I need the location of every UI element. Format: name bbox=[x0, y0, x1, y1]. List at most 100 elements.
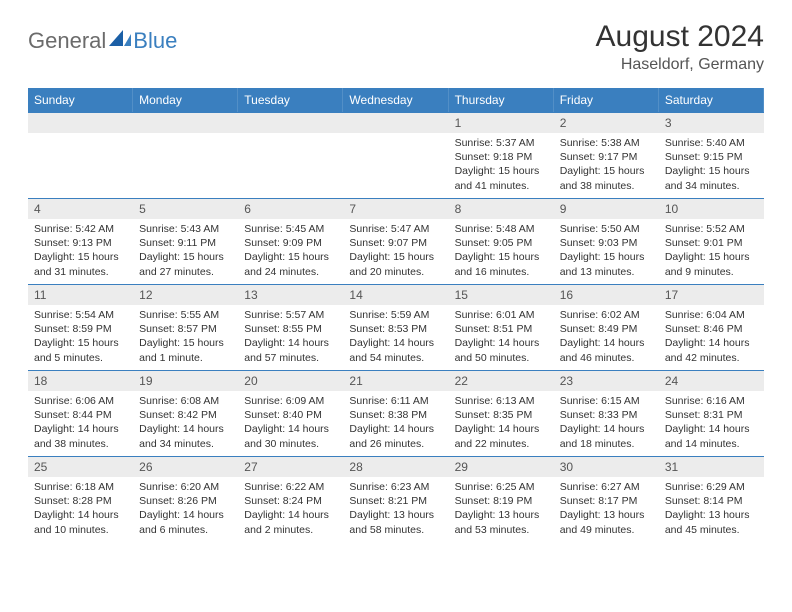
daylight-text: Daylight: 14 hours and 42 minutes. bbox=[665, 336, 758, 364]
sunrise-text: Sunrise: 5:42 AM bbox=[34, 222, 127, 236]
calendar-cell: 4Sunrise: 5:42 AMSunset: 9:13 PMDaylight… bbox=[28, 198, 133, 284]
sunset-text: Sunset: 8:17 PM bbox=[560, 494, 653, 508]
calendar-cell: 11Sunrise: 5:54 AMSunset: 8:59 PMDayligh… bbox=[28, 284, 133, 370]
cell-content: Sunrise: 6:25 AMSunset: 8:19 PMDaylight:… bbox=[449, 477, 554, 540]
calendar-cell: 16Sunrise: 6:02 AMSunset: 8:49 PMDayligh… bbox=[554, 284, 659, 370]
sunrise-text: Sunrise: 5:55 AM bbox=[139, 308, 232, 322]
day-number: 13 bbox=[238, 285, 343, 305]
calendar-cell bbox=[238, 112, 343, 198]
daylight-text: Daylight: 15 hours and 13 minutes. bbox=[560, 250, 653, 278]
calendar-cell: 2 Sunrise: 5:38 AMSunset: 9:17 PMDaylight… bbox=[554, 112, 659, 198]
day-number: 11 bbox=[28, 285, 133, 305]
day-number: 7 bbox=[343, 199, 448, 219]
sunrise-text: Sunrise: 6:11 AM bbox=[349, 394, 442, 408]
cell-content: Sunrise: 5:47 AMSunset: 9:07 PMDaylight:… bbox=[343, 219, 448, 282]
calendar-cell: 29Sunrise: 6:25 AMSunset: 8:19 PMDayligh… bbox=[449, 456, 554, 542]
day-number bbox=[28, 113, 133, 133]
cell-content: Sunrise: 5:45 AMSunset: 9:09 PMDaylight:… bbox=[238, 219, 343, 282]
daylight-text: Daylight: 13 hours and 45 minutes. bbox=[665, 508, 758, 536]
daylight-text: Daylight: 15 hours and 20 minutes. bbox=[349, 250, 442, 278]
day-number: 21 bbox=[343, 371, 448, 391]
day-number bbox=[238, 113, 343, 133]
calendar-cell: 14Sunrise: 5:59 AMSunset: 8:53 PMDayligh… bbox=[343, 284, 448, 370]
sunrise-text: Sunrise: 6:04 AM bbox=[665, 308, 758, 322]
calendar-cell: 28Sunrise: 6:23 AMSunset: 8:21 PMDayligh… bbox=[343, 456, 448, 542]
sunrise-text: Sunrise: 5:38 AM bbox=[560, 136, 653, 150]
cell-content: Sunrise: 5:57 AMSunset: 8:55 PMDaylight:… bbox=[238, 305, 343, 368]
sunset-text: Sunset: 9:07 PM bbox=[349, 236, 442, 250]
logo-text-blue: Blue bbox=[133, 28, 177, 54]
sunset-text: Sunset: 8:53 PM bbox=[349, 322, 442, 336]
day-number: 8 bbox=[449, 199, 554, 219]
cell-content: Sunrise: 5:48 AMSunset: 9:05 PMDaylight:… bbox=[449, 219, 554, 282]
sunset-text: Sunset: 9:09 PM bbox=[244, 236, 337, 250]
sunrise-text: Sunrise: 6:29 AM bbox=[665, 480, 758, 494]
cell-content: Sunrise: 5:55 AMSunset: 8:57 PMDaylight:… bbox=[133, 305, 238, 368]
title-block: August 2024 Haseldorf, Germany bbox=[596, 20, 764, 74]
calendar-cell: 17Sunrise: 6:04 AMSunset: 8:46 PMDayligh… bbox=[659, 284, 764, 370]
day-number: 9 bbox=[554, 199, 659, 219]
day-header: Monday bbox=[133, 88, 238, 112]
calendar-cell: 19Sunrise: 6:08 AMSunset: 8:42 PMDayligh… bbox=[133, 370, 238, 456]
day-number: 15 bbox=[449, 285, 554, 305]
sunset-text: Sunset: 8:28 PM bbox=[34, 494, 127, 508]
sunrise-text: Sunrise: 6:01 AM bbox=[455, 308, 548, 322]
cell-content: Sunrise: 6:22 AMSunset: 8:24 PMDaylight:… bbox=[238, 477, 343, 540]
day-number: 12 bbox=[133, 285, 238, 305]
sunset-text: Sunset: 8:35 PM bbox=[455, 408, 548, 422]
sunrise-text: Sunrise: 5:48 AM bbox=[455, 222, 548, 236]
calendar-cell: 27Sunrise: 6:22 AMSunset: 8:24 PMDayligh… bbox=[238, 456, 343, 542]
day-number: 2 bbox=[554, 113, 659, 133]
sunrise-text: Sunrise: 6:08 AM bbox=[139, 394, 232, 408]
day-number: 28 bbox=[343, 457, 448, 477]
day-header: Wednesday bbox=[343, 88, 448, 112]
day-number: 10 bbox=[659, 199, 764, 219]
cell-content: Sunrise: 5:50 AMSunset: 9:03 PMDaylight:… bbox=[554, 219, 659, 282]
cell-content: Sunrise: 6:13 AMSunset: 8:35 PMDaylight:… bbox=[449, 391, 554, 454]
day-number: 17 bbox=[659, 285, 764, 305]
sunset-text: Sunset: 9:17 PM bbox=[560, 150, 653, 164]
calendar-cell: 31 Sunrise: 6:29 AMSunset: 8:14 PMDayligh… bbox=[659, 456, 764, 542]
cell-content: Sunrise: 5:52 AMSunset: 9:01 PMDaylight:… bbox=[659, 219, 764, 282]
cell-content: Sunrise: 6:15 AMSunset: 8:33 PMDaylight:… bbox=[554, 391, 659, 454]
calendar-cell: 9Sunrise: 5:50 AMSunset: 9:03 PMDaylight… bbox=[554, 198, 659, 284]
calendar-page: General Blue August 2024 Haseldorf, Germ… bbox=[0, 0, 792, 562]
calendar-cell: 6Sunrise: 5:45 AMSunset: 9:09 PMDaylight… bbox=[238, 198, 343, 284]
day-number bbox=[343, 113, 448, 133]
daylight-text: Daylight: 15 hours and 16 minutes. bbox=[455, 250, 548, 278]
calendar-cell: 25Sunrise: 6:18 AMSunset: 8:28 PMDayligh… bbox=[28, 456, 133, 542]
sunset-text: Sunset: 9:13 PM bbox=[34, 236, 127, 250]
sunset-text: Sunset: 9:01 PM bbox=[665, 236, 758, 250]
day-header: Thursday bbox=[449, 88, 554, 112]
daylight-text: Daylight: 15 hours and 38 minutes. bbox=[560, 164, 653, 192]
day-number: 31 bbox=[659, 457, 764, 477]
daylight-text: Daylight: 14 hours and 34 minutes. bbox=[139, 422, 232, 450]
daylight-text: Daylight: 14 hours and 46 minutes. bbox=[560, 336, 653, 364]
sunset-text: Sunset: 9:11 PM bbox=[139, 236, 232, 250]
calendar-cell bbox=[28, 112, 133, 198]
sunset-text: Sunset: 9:05 PM bbox=[455, 236, 548, 250]
cell-content: Sunrise: 6:04 AMSunset: 8:46 PMDaylight:… bbox=[659, 305, 764, 368]
cell-content: Sunrise: 6:23 AMSunset: 8:21 PMDaylight:… bbox=[343, 477, 448, 540]
daylight-text: Daylight: 14 hours and 54 minutes. bbox=[349, 336, 442, 364]
cell-content: Sunrise: 6:18 AMSunset: 8:28 PMDaylight:… bbox=[28, 477, 133, 540]
cell-content: Sunrise: 6:01 AMSunset: 8:51 PMDaylight:… bbox=[449, 305, 554, 368]
daylight-text: Daylight: 13 hours and 49 minutes. bbox=[560, 508, 653, 536]
sunrise-text: Sunrise: 5:47 AM bbox=[349, 222, 442, 236]
daylight-text: Daylight: 14 hours and 50 minutes. bbox=[455, 336, 548, 364]
calendar-cell: 24Sunrise: 6:16 AMSunset: 8:31 PMDayligh… bbox=[659, 370, 764, 456]
calendar-cell: 15Sunrise: 6:01 AMSunset: 8:51 PMDayligh… bbox=[449, 284, 554, 370]
daylight-text: Daylight: 14 hours and 57 minutes. bbox=[244, 336, 337, 364]
sunset-text: Sunset: 8:19 PM bbox=[455, 494, 548, 508]
calendar-cell bbox=[343, 112, 448, 198]
sunset-text: Sunset: 8:14 PM bbox=[665, 494, 758, 508]
daylight-text: Daylight: 14 hours and 26 minutes. bbox=[349, 422, 442, 450]
cell-content: Sunrise: 5:40 AMSunset: 9:15 PMDaylight:… bbox=[659, 133, 764, 196]
sunset-text: Sunset: 8:44 PM bbox=[34, 408, 127, 422]
daylight-text: Daylight: 15 hours and 27 minutes. bbox=[139, 250, 232, 278]
calendar-cell: 20Sunrise: 6:09 AMSunset: 8:40 PMDayligh… bbox=[238, 370, 343, 456]
day-number: 6 bbox=[238, 199, 343, 219]
sunset-text: Sunset: 9:15 PM bbox=[665, 150, 758, 164]
daylight-text: Daylight: 14 hours and 30 minutes. bbox=[244, 422, 337, 450]
calendar-cell: 13Sunrise: 5:57 AMSunset: 8:55 PMDayligh… bbox=[238, 284, 343, 370]
